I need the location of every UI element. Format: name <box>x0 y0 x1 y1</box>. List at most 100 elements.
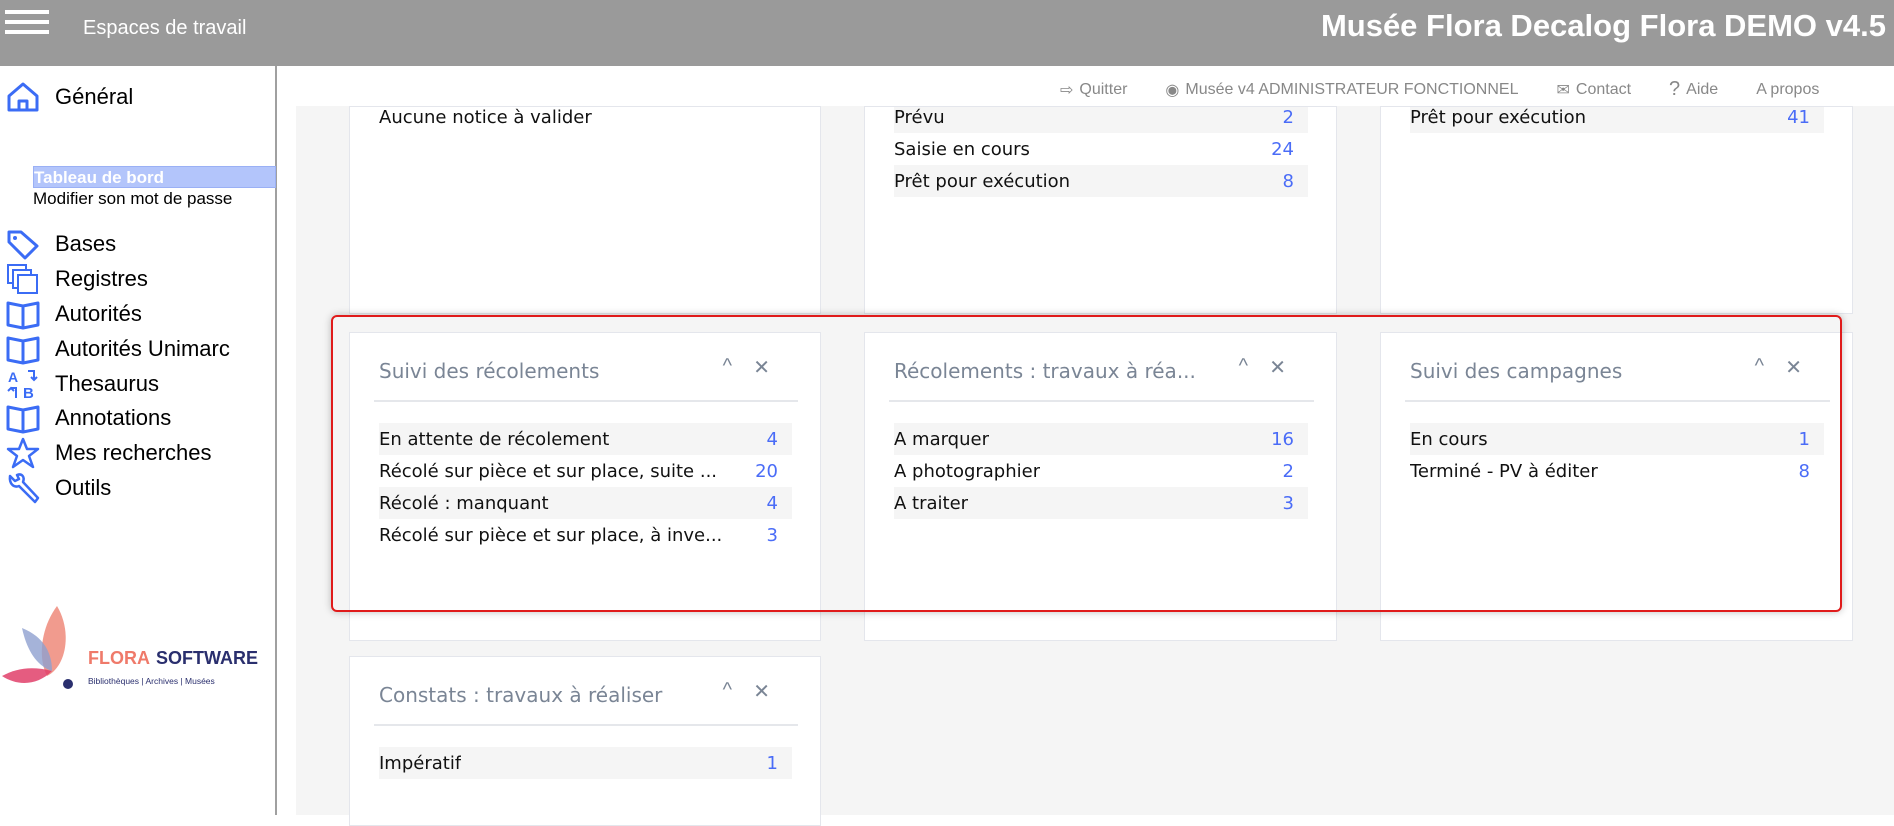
widget-title: Suivi des campagnes <box>1410 359 1623 383</box>
sidebar-item-label: Thesaurus <box>55 371 159 396</box>
list-item[interactable]: A traiter 3 <box>894 487 1308 519</box>
item-label: A marquer <box>894 428 989 450</box>
quit-link[interactable]: ⇨ Quitter <box>1060 78 1127 101</box>
sidebar-item-annotations[interactable]: Annotations <box>6 402 171 434</box>
item-label: A traiter <box>894 492 969 514</box>
home-icon <box>7 82 39 112</box>
item-count[interactable]: 1 <box>1798 428 1810 450</box>
flora-software-logo: FLORA SOFTWARE Bibliothèques | Archives … <box>2 606 272 696</box>
list-item[interactable]: Prêt pour exécution 8 <box>894 165 1308 197</box>
dashboard-widget: Constats : travaux à réaliser ^ ✕ Impéra… <box>349 656 821 826</box>
item-count[interactable]: 2 <box>1282 106 1294 128</box>
dashboard-widget: Suivi des campagnes ^ ✕ En cours 1 Terminé… <box>1380 332 1853 641</box>
collapse-icon[interactable]: ^ <box>1754 355 1764 377</box>
about-label: A propos <box>1756 80 1820 98</box>
widget-list: Prêt pour exécution 41 <box>1410 106 1824 133</box>
widget-title: Suivi des récolements <box>379 359 600 383</box>
contact-link[interactable]: ✉ Contact <box>1556 78 1631 101</box>
sidebar-item-registres[interactable]: Registres <box>6 263 148 295</box>
item-count[interactable]: 16 <box>1271 428 1294 450</box>
help-label: Aide <box>1686 80 1719 98</box>
list-item[interactable]: Prévu 2 <box>894 106 1308 133</box>
item-count[interactable]: 8 <box>1798 460 1810 482</box>
svg-text:B: B <box>23 385 34 400</box>
list-item[interactable]: A photographier 2 <box>894 455 1308 487</box>
list-item[interactable]: Récolé sur pièce et sur place, à inve...… <box>379 519 792 551</box>
top-links: ⇨ Quitter ◉ Musée v4 ADMINISTRATEUR FONCTI… <box>1060 78 1819 101</box>
list-item[interactable]: Récolé : manquant 4 <box>379 487 792 519</box>
sidebar-sub-dashboard[interactable]: Tableau de bord <box>33 166 276 188</box>
item-count[interactable]: 8 <box>1282 170 1294 192</box>
list-item[interactable]: Aucune notice à valider <box>379 106 792 133</box>
list-item[interactable]: A marquer 16 <box>894 423 1308 455</box>
collapse-icon[interactable]: ^ <box>722 355 732 377</box>
dashboard-widget: Récolements : travaux à réa... ^ ✕ A mar… <box>864 332 1337 641</box>
logo-brand2: SOFTWARE <box>156 648 258 668</box>
sidebar-item-outils[interactable]: Outils <box>6 472 111 504</box>
sidebar-item-autorites-unimarc[interactable]: Autorités Unimarc <box>6 333 230 365</box>
sidebar-item-general[interactable]: Général <box>6 81 133 113</box>
divider <box>374 724 798 726</box>
user-link[interactable]: ◉ Musée v4 ADMINISTRATEUR FONCTIONNEL <box>1165 78 1518 101</box>
divider <box>374 400 798 402</box>
item-count[interactable]: 20 <box>755 460 778 482</box>
collapse-icon[interactable]: ^ <box>722 679 732 701</box>
item-count[interactable]: 4 <box>766 492 778 514</box>
help-link[interactable]: ? Aide <box>1669 78 1718 101</box>
item-label: A photographier <box>894 460 1041 482</box>
divider <box>1405 400 1830 402</box>
divider <box>889 400 1314 402</box>
item-count[interactable]: 2 <box>1282 460 1294 482</box>
widget-list: En attente de récolement 4 Récolé sur pièc… <box>379 423 792 551</box>
list-item[interactable]: Saisie en cours 24 <box>894 133 1308 165</box>
item-count[interactable]: 41 <box>1787 106 1810 128</box>
item-count[interactable]: 3 <box>766 524 778 546</box>
sidebar-item-label: Bases <box>55 231 117 256</box>
contact-label: Contact <box>1575 80 1632 98</box>
close-icon[interactable]: ✕ <box>1269 357 1286 379</box>
sidebar-sub-change-password[interactable]: Modifier son mot de passe <box>33 189 233 208</box>
item-count[interactable]: 4 <box>766 428 778 450</box>
logo-tagline: Bibliothèques | Archives | Musées <box>88 676 215 686</box>
list-item[interactable]: Terminé - PV à éditer 8 <box>1410 455 1824 487</box>
list-item[interactable]: Récolé sur pièce et sur place, suite ...… <box>379 455 792 487</box>
workspaces-link[interactable]: Espaces de travail <box>83 17 247 39</box>
item-count[interactable]: 3 <box>1282 492 1294 514</box>
dashboard-widget: Prévu 2 Saisie en cours 24 Prêt pour exécuti… <box>864 106 1337 314</box>
sidebar-item-label: Autorités <box>55 301 142 326</box>
close-icon[interactable]: ✕ <box>1785 357 1802 379</box>
list-item[interactable]: En attente de récolement 4 <box>379 423 792 455</box>
dashboard-widget: Aucune notice à valider <box>349 106 821 314</box>
item-count[interactable]: 1 <box>766 752 778 774</box>
list-item[interactable]: Prêt pour exécution 41 <box>1410 106 1824 133</box>
item-label: Récolé sur pièce et sur place, suite ... <box>379 460 718 482</box>
star-icon <box>6 437 40 469</box>
close-icon[interactable]: ✕ <box>753 357 770 379</box>
hamburger-menu-icon[interactable] <box>5 10 49 34</box>
quit-label: Quitter <box>1079 80 1128 98</box>
wrench-icon <box>8 473 40 504</box>
item-count[interactable]: 24 <box>1271 138 1294 160</box>
widget-list: En cours 1 Terminé - PV à éditer 8 <box>1410 423 1824 487</box>
sidebar-item-label: Mes recherches <box>55 440 212 465</box>
sidebar-item-bases[interactable]: Bases <box>6 228 116 260</box>
sidebar-item-mes-recherches[interactable]: Mes recherches <box>6 437 212 469</box>
book-icon <box>6 336 40 365</box>
tag-icon <box>7 230 39 260</box>
sidebar-item-label: Outils <box>55 475 112 500</box>
list-item[interactable]: En cours 1 <box>1410 423 1824 455</box>
item-label: Prêt pour exécution <box>1410 106 1587 128</box>
list-item[interactable]: Impératif 1 <box>379 747 792 779</box>
collapse-icon[interactable]: ^ <box>1238 355 1248 377</box>
logo-brand1: FLORA <box>88 648 150 668</box>
widget-list: Impératif 1 <box>379 747 792 779</box>
about-link[interactable]: A propos <box>1756 78 1819 101</box>
sidebar-item-autorites[interactable]: Autorités <box>6 298 142 330</box>
item-label: Aucune notice à valider <box>379 106 592 128</box>
top-bar: Espaces de travail Musée Flora Decalog F… <box>0 0 1894 66</box>
close-icon[interactable]: ✕ <box>753 681 770 703</box>
dashboard-widget: Prêt pour exécution 41 <box>1380 106 1853 314</box>
user-circle-icon: ◉ <box>1165 81 1180 99</box>
sidebar-item-label: Général <box>55 84 134 109</box>
